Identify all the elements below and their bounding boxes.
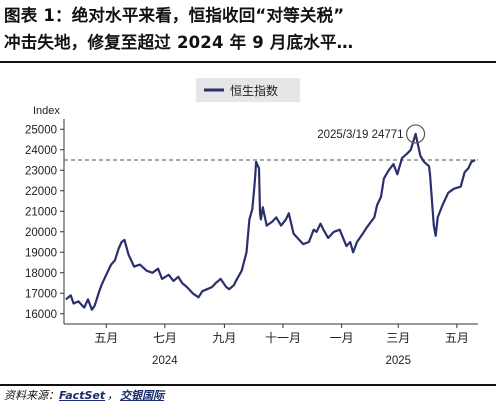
source-separator: ， xyxy=(107,389,119,402)
source-note: 资料来源：FactSet，交银国际 xyxy=(4,387,164,403)
peak-annotation: 2025/3/19 24771 xyxy=(317,129,403,141)
source-org-link[interactable]: 交银国际 xyxy=(120,389,165,402)
x-year-label: 2024 xyxy=(152,355,178,367)
x-tick-label: 三月 xyxy=(386,331,410,345)
x-tick-label: 十一月 xyxy=(265,331,301,345)
legend-label: 恒生指数 xyxy=(230,83,278,98)
y-axis-title: Index xyxy=(33,105,60,117)
chart-title: 图表 1：绝对水平来看，恒指收回“对等关税” 冲击失地，修复至超过 2024 年… xyxy=(4,2,494,56)
y-tick-label: 21000 xyxy=(25,206,57,218)
y-tick-label: 25000 xyxy=(25,124,57,136)
y-tick-label: 20000 xyxy=(25,227,57,239)
y-tick-label: 19000 xyxy=(25,247,57,259)
legend: 恒生指数 xyxy=(196,78,300,102)
source-brand-link[interactable]: FactSet xyxy=(59,389,106,402)
title-line-1: 图表 1：绝对水平来看，恒指收回“对等关税” xyxy=(4,6,345,25)
peak-marker xyxy=(405,124,426,144)
x-tick-label: 一月 xyxy=(330,331,354,345)
x-axis: 五月 七月 九月 十一月 一月 三月 五月 2024 2025 xyxy=(64,323,478,367)
x-tick-label: 九月 xyxy=(212,331,236,345)
x-tick-label: 七月 xyxy=(153,331,177,345)
y-tick-label: 17000 xyxy=(25,288,57,300)
y-tick-label: 23000 xyxy=(25,165,57,177)
plot: 2025/3/19 24771 xyxy=(64,124,478,311)
bottom-divider xyxy=(0,384,496,386)
chart-area: 恒生指数 Index 16000 17000 18000 19000 20000 21000… xyxy=(25,78,478,367)
y-tick-label: 24000 xyxy=(25,145,57,157)
x-tick-label: 五月 xyxy=(94,331,118,345)
source-prefix: 资料来源： xyxy=(4,389,59,402)
y-tick-label: 18000 xyxy=(25,268,57,280)
y-tick-label: 22000 xyxy=(25,186,57,198)
title-line-2: 冲击失地，修复至超过 2024 年 9 月底水平… xyxy=(4,33,354,52)
x-year-label: 2025 xyxy=(385,355,411,367)
y-axis: Index 16000 17000 18000 19000 20000 21000 22000… xyxy=(25,105,65,324)
top-divider xyxy=(0,61,496,63)
x-tick-label: 五月 xyxy=(445,331,469,345)
y-tick-label: 16000 xyxy=(25,309,57,321)
series-line xyxy=(65,132,476,311)
